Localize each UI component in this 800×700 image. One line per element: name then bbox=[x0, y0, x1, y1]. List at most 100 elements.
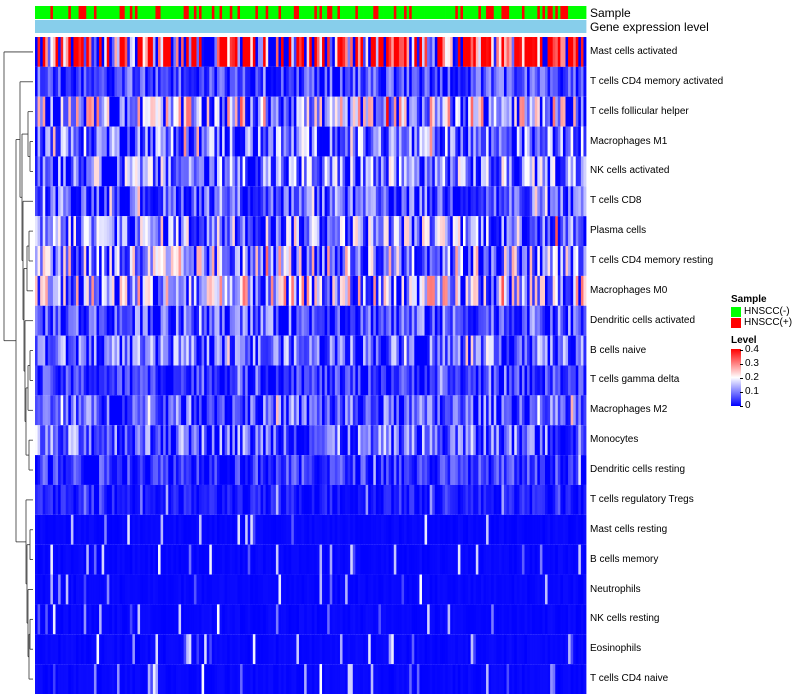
heatmap-cell bbox=[50, 246, 54, 276]
heatmap-cell bbox=[296, 66, 300, 97]
heatmap-cell bbox=[145, 484, 149, 515]
heatmap-cell bbox=[450, 335, 454, 366]
heatmap-cell bbox=[201, 514, 205, 545]
heatmap-cell bbox=[35, 455, 38, 485]
heatmap-cell bbox=[416, 96, 420, 127]
heatmap-cell bbox=[373, 186, 377, 217]
heatmap-cell bbox=[360, 156, 364, 187]
heatmap-cell bbox=[447, 455, 451, 485]
heatmap-cell bbox=[539, 186, 543, 217]
heatmap-cell bbox=[327, 634, 331, 665]
heatmap-cell bbox=[483, 604, 487, 635]
sample-cell bbox=[506, 6, 510, 19]
heatmap-cell bbox=[193, 275, 197, 306]
heatmap-cell bbox=[50, 484, 54, 515]
heatmap-cell bbox=[70, 305, 74, 336]
heatmap-cell bbox=[247, 305, 251, 336]
sample-cell bbox=[40, 6, 44, 19]
heatmap-cell bbox=[337, 246, 341, 276]
heatmap-cell bbox=[334, 365, 338, 396]
heatmap-cell bbox=[132, 186, 136, 217]
heatmap-cell bbox=[237, 66, 241, 97]
heatmap-cell bbox=[55, 126, 59, 157]
heatmap-cell bbox=[137, 604, 141, 635]
heatmap-cell bbox=[545, 126, 548, 157]
sample-cell bbox=[347, 6, 351, 19]
heatmap-cell bbox=[114, 574, 118, 605]
heatmap-cell bbox=[117, 455, 120, 485]
heatmap-cell bbox=[65, 335, 69, 366]
heatmap-cell bbox=[575, 126, 579, 157]
heatmap-cell bbox=[503, 395, 507, 426]
heatmap-cell bbox=[542, 37, 546, 67]
heatmap-cell bbox=[129, 216, 133, 247]
heatmap-cell bbox=[37, 96, 41, 127]
heatmap-cell bbox=[111, 96, 115, 127]
heatmap-cell bbox=[68, 425, 72, 456]
heatmap-cell bbox=[68, 365, 72, 396]
heatmap-cell bbox=[101, 305, 105, 336]
heatmap-cell bbox=[545, 634, 548, 665]
heatmap-cell bbox=[404, 514, 407, 545]
heatmap-cell bbox=[475, 246, 479, 276]
heatmap-cell bbox=[186, 425, 190, 456]
heatmap-cell bbox=[521, 634, 525, 665]
heatmap-cell bbox=[406, 634, 410, 665]
heatmap-cell bbox=[363, 37, 366, 67]
heatmap-cell bbox=[178, 66, 182, 97]
heatmap-cell bbox=[363, 664, 366, 694]
heatmap-cell bbox=[519, 126, 523, 157]
heatmap-cell bbox=[214, 246, 218, 276]
heatmap-cell bbox=[247, 455, 251, 485]
heatmap-cell bbox=[275, 574, 279, 605]
heatmap-cell bbox=[442, 275, 446, 306]
sample-cell bbox=[211, 6, 215, 19]
heatmap-cell bbox=[511, 484, 515, 515]
heatmap-cell bbox=[391, 186, 395, 217]
heatmap-cell bbox=[393, 425, 397, 456]
heatmap-cell bbox=[411, 246, 415, 276]
heatmap-cell bbox=[416, 395, 420, 426]
heatmap-cell bbox=[503, 96, 507, 127]
heatmap-cell bbox=[178, 664, 182, 694]
heatmap-cell bbox=[401, 664, 405, 694]
heatmap-cell bbox=[311, 66, 315, 97]
heatmap-cell bbox=[534, 37, 538, 67]
heatmap-cell bbox=[96, 246, 100, 276]
heatmap-cell bbox=[68, 156, 72, 187]
heatmap-cell bbox=[414, 66, 418, 97]
heatmap-cell bbox=[509, 455, 513, 485]
heatmap-cell bbox=[506, 604, 510, 635]
heatmap-cell bbox=[304, 37, 308, 67]
heatmap-cell bbox=[342, 484, 346, 515]
heatmap-cell bbox=[214, 544, 218, 575]
heatmap-cell bbox=[370, 126, 374, 157]
heatmap-cell bbox=[329, 604, 333, 635]
heatmap-cell bbox=[460, 395, 464, 426]
heatmap-cell bbox=[578, 455, 582, 485]
sample-cell bbox=[424, 6, 428, 19]
heatmap-cell bbox=[547, 514, 551, 545]
heatmap-cell bbox=[199, 156, 202, 187]
heatmap-cell bbox=[452, 544, 456, 575]
heatmap-cell bbox=[178, 305, 182, 336]
heatmap-cell bbox=[45, 186, 49, 217]
heatmap-cell bbox=[283, 96, 287, 127]
heatmap-cell bbox=[229, 365, 233, 396]
heatmap-cell bbox=[298, 96, 302, 127]
heatmap-cell bbox=[427, 514, 431, 545]
heatmap-cell bbox=[50, 604, 54, 635]
heatmap-cell bbox=[337, 156, 341, 187]
heatmap-cell bbox=[455, 574, 459, 605]
heatmap-cell bbox=[96, 186, 100, 217]
heatmap-cell bbox=[91, 484, 95, 515]
heatmap-cell bbox=[483, 544, 487, 575]
heatmap-cell bbox=[406, 544, 410, 575]
heatmap-cell bbox=[334, 37, 338, 67]
heatmap-cell bbox=[465, 455, 469, 485]
heatmap-cell bbox=[329, 484, 333, 515]
heatmap-cell bbox=[40, 455, 44, 485]
heatmap-cell bbox=[555, 604, 559, 635]
heatmap-cell bbox=[509, 126, 513, 157]
heatmap-cell bbox=[298, 484, 302, 515]
